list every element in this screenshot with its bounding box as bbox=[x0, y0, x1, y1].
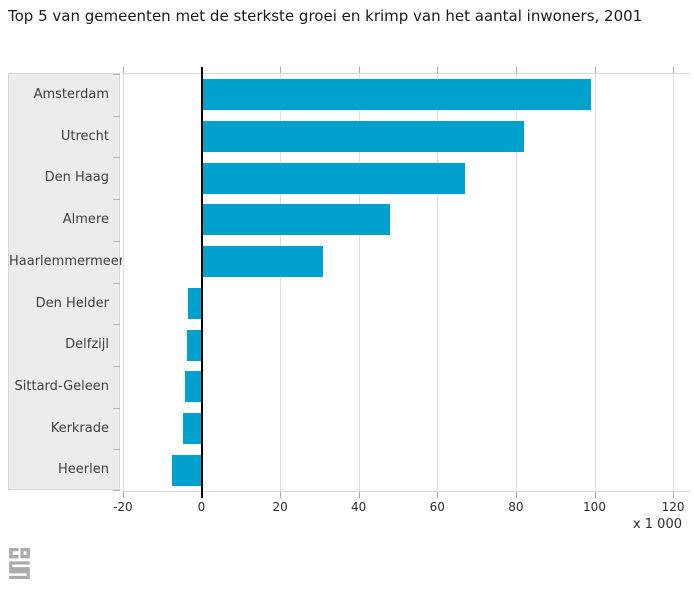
bar-utrecht bbox=[201, 121, 524, 153]
axis-tick bbox=[515, 67, 517, 73]
category-label: Heerlen bbox=[58, 462, 109, 478]
x-tick-label: 120 bbox=[661, 500, 685, 514]
category-boundary-tick bbox=[113, 115, 120, 117]
category-label: Almere bbox=[62, 212, 109, 228]
category-boundary-tick bbox=[113, 282, 120, 284]
x-tick-label: 100 bbox=[583, 500, 606, 514]
plot-area bbox=[122, 67, 690, 498]
gridline bbox=[437, 74, 439, 491]
category-boundary-tick bbox=[113, 490, 120, 491]
axis-tick bbox=[673, 67, 675, 73]
axis-tick bbox=[515, 492, 517, 498]
bar-almere bbox=[201, 204, 391, 236]
category-boundary-tick bbox=[113, 199, 120, 201]
axis-tick bbox=[594, 492, 596, 498]
gridline bbox=[515, 74, 517, 491]
axis-tick bbox=[280, 492, 282, 498]
category-boundary-tick bbox=[113, 324, 120, 326]
x-tick-label: 60 bbox=[429, 500, 445, 514]
category-label: Kerkrade bbox=[50, 420, 109, 436]
cbs-logo-icon bbox=[9, 548, 30, 579]
zero-axis-line bbox=[200, 67, 203, 498]
x-tick-label: 0 bbox=[197, 500, 206, 514]
category-boundary-tick bbox=[113, 74, 120, 75]
category-boundary-tick bbox=[113, 240, 120, 242]
bar-amsterdam bbox=[201, 79, 591, 111]
x-tick-label: 20 bbox=[272, 500, 288, 514]
axis-tick bbox=[122, 492, 124, 498]
bar-den-helder bbox=[188, 287, 202, 319]
gridline bbox=[594, 74, 596, 491]
gridline bbox=[358, 74, 360, 491]
bar-delfzijl bbox=[186, 329, 202, 361]
axis-tick bbox=[358, 67, 360, 73]
bar-sittard-geleen bbox=[184, 371, 202, 403]
category-label: Den Haag bbox=[44, 170, 109, 186]
x-axis-unit-label: x 1 000 bbox=[632, 517, 682, 532]
category-boundary-tick bbox=[113, 157, 120, 159]
category-boundary-tick bbox=[113, 365, 120, 367]
gridline bbox=[280, 74, 282, 491]
x-tick-label: -20 bbox=[113, 500, 133, 514]
category-label: Den Helder bbox=[35, 295, 109, 311]
x-tick-label: 80 bbox=[508, 500, 524, 514]
category-boundary-tick bbox=[113, 407, 120, 409]
gridline bbox=[673, 74, 675, 491]
axis-tick bbox=[673, 492, 675, 498]
category-label: Amsterdam bbox=[33, 87, 109, 102]
bar-kerkrade bbox=[182, 412, 202, 444]
axis-tick bbox=[122, 67, 124, 73]
axis-tick bbox=[594, 67, 596, 73]
category-label: Sittard-Geleen bbox=[14, 378, 109, 394]
category-label-panel: Amsterdam Utrecht Den Haag Almere Haarlemmer… bbox=[8, 73, 125, 491]
axis-tick bbox=[358, 492, 360, 498]
chart-title: Top 5 van gemeenten met de sterkste groe… bbox=[8, 7, 643, 25]
x-tick-label: 40 bbox=[351, 500, 367, 514]
category-label: Haarlemmermeer bbox=[9, 253, 125, 269]
category-label: Utrecht bbox=[60, 128, 109, 144]
category-label: Delfzijl bbox=[65, 337, 109, 353]
axis-tick bbox=[280, 67, 282, 73]
gridline bbox=[122, 74, 124, 491]
bar-heerlen bbox=[171, 454, 202, 486]
axis-tick bbox=[437, 67, 439, 73]
category-boundary-tick bbox=[113, 449, 120, 451]
bar-haarlemmermeer bbox=[201, 246, 324, 278]
axis-tick bbox=[437, 492, 439, 498]
bar-den-haag bbox=[201, 162, 465, 194]
